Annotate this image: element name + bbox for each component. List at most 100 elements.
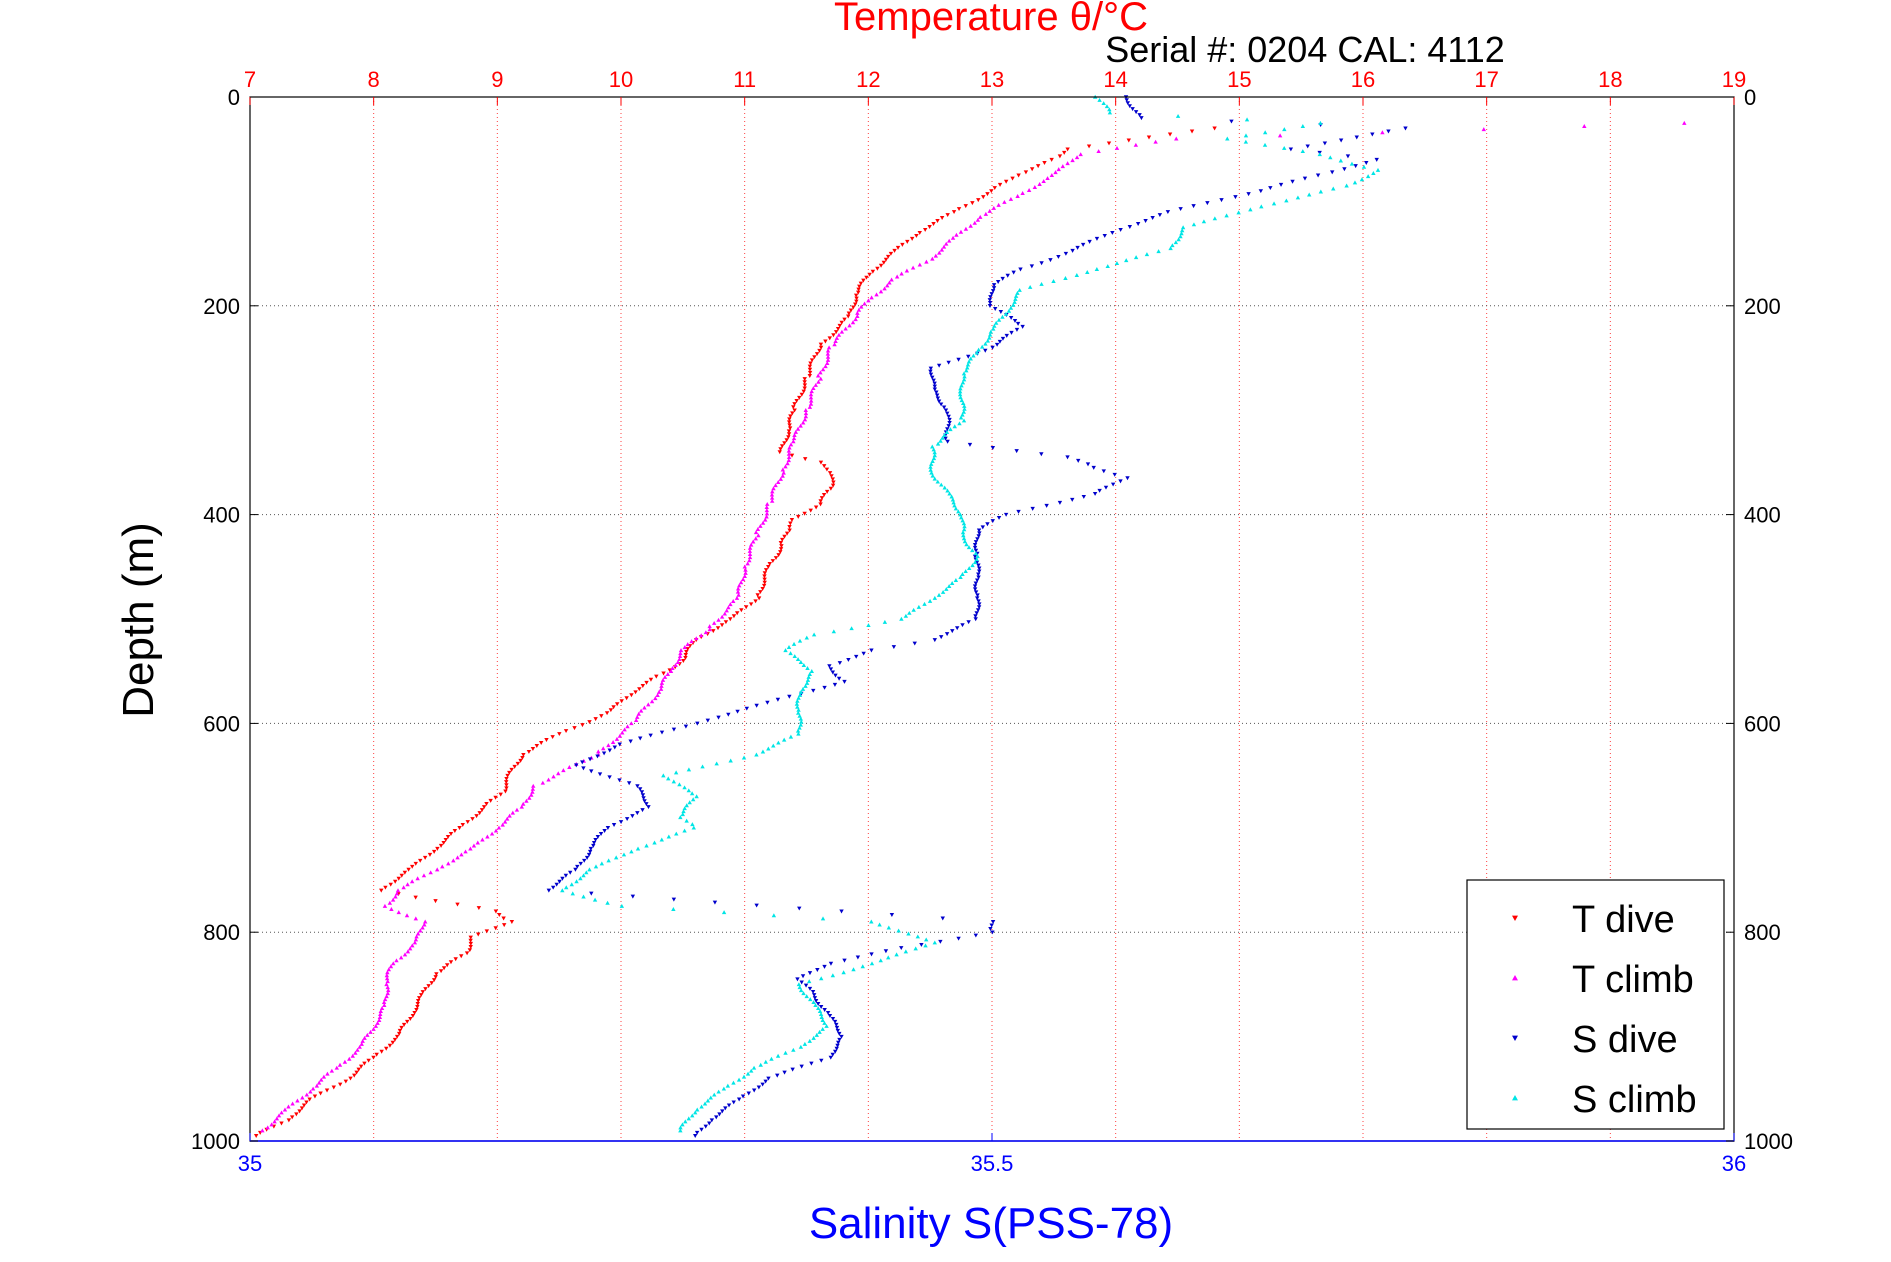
data-point: [932, 384, 937, 389]
data-point: [799, 980, 804, 985]
data-point: [786, 432, 792, 437]
data-point: [837, 323, 842, 328]
data-point: [975, 554, 980, 559]
data-point: [811, 386, 816, 391]
data-point: [932, 940, 937, 945]
data-point: [504, 786, 509, 791]
data-point: [937, 250, 942, 255]
data-point: [782, 1070, 787, 1075]
data-point: [974, 560, 980, 565]
data-point: [382, 903, 388, 908]
data-point: [932, 387, 938, 392]
data-point: [787, 417, 792, 422]
data-point: [550, 735, 555, 740]
data-point: [381, 1000, 387, 1005]
data-point: [967, 566, 972, 571]
data-point: [889, 277, 894, 282]
data-point: [802, 377, 807, 382]
data-point: [968, 223, 973, 228]
data-point: [390, 897, 396, 902]
data-point: [795, 698, 800, 703]
data-point: [561, 768, 566, 773]
data-point: [1344, 183, 1349, 188]
data-point: [819, 496, 825, 501]
series-t-dive: [253, 126, 1217, 1138]
data-point: [779, 444, 785, 449]
data-point: [726, 1103, 732, 1108]
data-point: [702, 1101, 708, 1106]
data-point: [825, 361, 830, 365]
legend-marker: [1512, 1095, 1518, 1101]
data-point: [957, 421, 962, 426]
data-point: [974, 350, 980, 355]
data-point: [798, 722, 803, 727]
data-point: [835, 1043, 840, 1048]
data-point: [764, 505, 769, 510]
data-point: [1191, 222, 1197, 227]
data-point: [677, 657, 682, 662]
data-point: [987, 335, 992, 340]
data-point: [1259, 204, 1264, 209]
data-point: [1331, 186, 1336, 191]
data-point: [1189, 129, 1195, 134]
data-point: [765, 501, 770, 506]
data-point: [418, 858, 423, 863]
data-point: [1075, 245, 1080, 250]
data-point: [804, 635, 809, 640]
data-point: [1143, 219, 1148, 223]
data-point: [690, 797, 696, 802]
data-point: [776, 553, 781, 558]
data-point: [917, 230, 922, 235]
data-point: [812, 993, 817, 998]
data-point: [644, 680, 649, 685]
data-point: [671, 907, 676, 911]
data-point: [355, 1047, 360, 1052]
data-point: [997, 339, 1003, 344]
data-point: [675, 660, 681, 665]
data-point: [924, 259, 929, 264]
data-point: [716, 715, 721, 720]
top-tick-label: 19: [1722, 67, 1746, 92]
data-point: [930, 444, 935, 449]
data-point: [1042, 161, 1047, 165]
data-point: [265, 1125, 270, 1130]
data-point: [961, 533, 966, 538]
data-point: [940, 435, 945, 440]
data-point: [721, 910, 727, 915]
data-point: [791, 436, 797, 441]
data-point: [1345, 154, 1351, 159]
data-point: [420, 925, 425, 930]
data-point: [837, 661, 843, 666]
data-point: [894, 952, 899, 957]
data-point: [468, 941, 474, 946]
data-point: [1380, 130, 1385, 135]
data-point: [967, 442, 973, 447]
top-tick-label: 7: [244, 67, 256, 92]
data-point: [869, 952, 874, 957]
data-point: [827, 471, 833, 476]
data-point: [1078, 152, 1083, 157]
data-point: [694, 794, 699, 799]
data-point: [357, 1044, 362, 1049]
data-point: [468, 935, 473, 940]
data-point: [741, 755, 747, 760]
data-point: [851, 305, 856, 310]
data-point: [991, 326, 996, 331]
data-point: [382, 1003, 387, 1008]
data-point: [1300, 124, 1306, 128]
data-point: [455, 855, 460, 860]
data-point: [962, 374, 967, 379]
data-point: [723, 620, 729, 625]
data-point: [1153, 139, 1158, 144]
data-point: [887, 280, 892, 285]
data-point: [928, 369, 933, 374]
data-point: [1258, 189, 1264, 194]
data-point: [598, 832, 604, 836]
data-point: [637, 687, 642, 692]
data-point: [659, 680, 665, 685]
data-point: [413, 937, 419, 942]
data-point: [707, 1121, 712, 1126]
data-point: [568, 870, 573, 875]
data-point: [1057, 154, 1063, 159]
data-point: [930, 256, 935, 261]
